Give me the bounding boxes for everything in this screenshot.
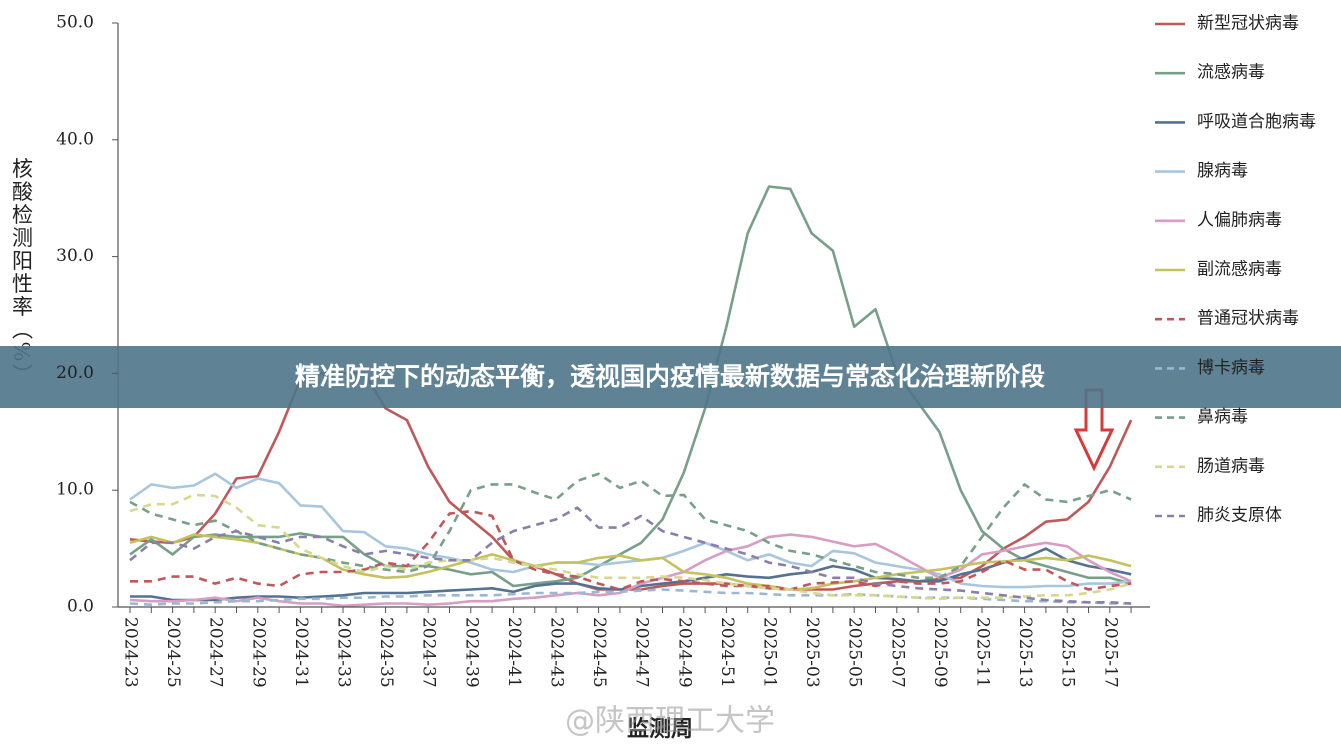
y-tick-label: 50.0	[56, 13, 94, 33]
x-tick-label: 2024-23	[121, 617, 141, 688]
series-line	[129, 533, 1132, 608]
y-tick-label: 10.0	[56, 480, 94, 500]
legend-label: 博卡病毒	[1197, 358, 1265, 378]
x-tick-label: 2024-41	[504, 617, 524, 688]
x-tick-label: 2025-01	[760, 617, 780, 688]
x-tick-label: 2024-49	[674, 617, 694, 688]
x-tick-label: 2025-09	[930, 617, 950, 688]
x-tick-label: 2025-03	[802, 617, 822, 688]
x-axis-label: 监测周	[627, 716, 693, 742]
x-tick-label: 2024-35	[376, 617, 396, 688]
y-tick-label: 40.0	[56, 129, 94, 149]
legend-label: 流感病毒	[1197, 63, 1265, 83]
x-tick-label: 2024-33	[334, 617, 354, 688]
x-tick-label: 2024-39	[461, 617, 481, 688]
x-tick-label: 2024-37	[419, 617, 439, 688]
series-line	[129, 506, 1132, 605]
series-line	[129, 472, 1132, 580]
x-tick-label: 2025-13	[1015, 617, 1035, 688]
legend-label: 腺病毒	[1197, 161, 1248, 181]
y-tick-label: 0.0	[67, 597, 94, 617]
legend-label: 肺炎支原体	[1197, 506, 1282, 526]
x-tick-label: 2025-11	[973, 617, 993, 688]
banner-title: 精准防控下的动态平衡，透视国内疫情最新数据与常态化治理新阶段	[295, 362, 1045, 391]
x-tick-label: 2024-43	[547, 617, 567, 688]
x-tick-label: 2025-15	[1058, 617, 1078, 688]
y-tick-label: 30.0	[56, 246, 94, 266]
legend-label: 新型冠状病毒	[1197, 14, 1299, 34]
x-tick-label: 2024-31	[291, 617, 311, 688]
series-line	[129, 185, 1132, 588]
x-tick-label: 2024-51	[717, 617, 737, 688]
legend-label: 呼吸道合胞病毒	[1197, 112, 1316, 132]
series-line	[129, 533, 1132, 591]
x-tick-label: 2025-17	[1100, 617, 1120, 688]
series-line	[130, 509, 1132, 591]
x-tick-label: 2024-25	[163, 617, 183, 688]
x-tick-label: 2024-27	[206, 617, 226, 688]
watermark: @陕西理工大学	[565, 704, 775, 739]
series-line	[129, 493, 1132, 601]
x-tick-label: 2024-29	[248, 617, 268, 688]
x-tick-label: 2024-47	[632, 617, 652, 688]
banner	[0, 346, 1341, 408]
legend-label: 普通冠状病毒	[1197, 309, 1299, 329]
x-tick-label: 2025-07	[887, 617, 907, 688]
legend-label: 肠道病毒	[1197, 456, 1265, 476]
legend-label: 人偏肺病毒	[1197, 210, 1282, 230]
x-tick-label: 2024-45	[589, 617, 609, 688]
x-tick-label: 2025-05	[845, 617, 865, 688]
y-tick-label: 20.0	[56, 363, 94, 383]
series-line	[129, 472, 1132, 589]
legend-label: 鼻病毒	[1197, 407, 1248, 427]
legend-label: 副流感病毒	[1197, 260, 1282, 280]
